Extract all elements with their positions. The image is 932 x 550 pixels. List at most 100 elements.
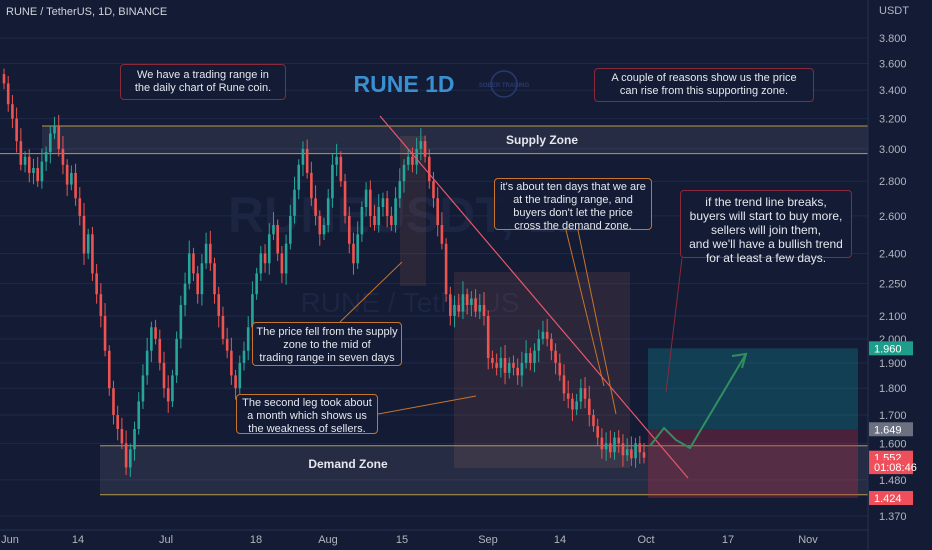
trend-line bbox=[379, 115, 689, 479]
candle-body-82 bbox=[347, 215, 351, 244]
candle-body-89 bbox=[377, 207, 381, 226]
candle-body-125 bbox=[529, 353, 532, 363]
price-label-1: 1.649 bbox=[874, 424, 902, 436]
candle-body-86 bbox=[364, 189, 368, 208]
pointer-fell bbox=[339, 261, 403, 323]
candle-body-93 bbox=[394, 198, 397, 226]
projection-arrowhead bbox=[731, 352, 748, 369]
price-label-box-4 bbox=[869, 491, 913, 506]
x-tick-label-1: 14 bbox=[72, 534, 84, 546]
candle-body-91 bbox=[385, 198, 389, 216]
x-tick-label-9: 17 bbox=[722, 534, 734, 546]
candle-body-123 bbox=[520, 362, 524, 376]
candle-body-52 bbox=[221, 316, 225, 339]
candle-body-131 bbox=[554, 350, 557, 363]
candle-body-117 bbox=[495, 362, 498, 368]
candle-body-41 bbox=[175, 338, 178, 376]
candle-body-71 bbox=[301, 148, 305, 165]
candle-body-15 bbox=[65, 164, 69, 185]
candle-body-95 bbox=[402, 164, 406, 182]
candle-body-30 bbox=[129, 449, 132, 468]
candle-body-20 bbox=[86, 234, 90, 254]
candle-body-3 bbox=[15, 118, 18, 142]
x-tick-label-10: Nov bbox=[798, 534, 818, 546]
price-label-box-0 bbox=[869, 341, 913, 356]
candle-body-22 bbox=[95, 273, 98, 295]
candle-body-87 bbox=[369, 189, 372, 216]
candle-body-79 bbox=[335, 156, 338, 165]
candle-body-6 bbox=[27, 156, 31, 173]
y-tick-label-5: 1.900 bbox=[879, 358, 907, 370]
candle-body-8 bbox=[36, 168, 39, 182]
long-position-stop bbox=[648, 429, 858, 499]
candle-body-53 bbox=[225, 338, 229, 351]
candle-body-24 bbox=[103, 316, 107, 351]
candle-body-66 bbox=[280, 253, 284, 274]
candle-body-84 bbox=[356, 234, 359, 264]
candle-body-96 bbox=[406, 156, 410, 165]
candle-body-45 bbox=[192, 253, 195, 274]
x-tick-label-5: 15 bbox=[396, 534, 408, 546]
candle-body-148 bbox=[625, 449, 629, 456]
candle-body-14 bbox=[61, 148, 65, 165]
candle-body-152 bbox=[642, 452, 646, 458]
candle-body-75 bbox=[318, 215, 322, 235]
candle-body-151 bbox=[638, 443, 642, 453]
sober-trading-logo bbox=[490, 70, 518, 98]
candle-body-127 bbox=[537, 338, 541, 351]
sober-trading-logo-text: SOBER TRADING bbox=[479, 83, 530, 89]
candle-body-100 bbox=[423, 141, 427, 157]
candle-body-150 bbox=[634, 443, 637, 459]
candle-body-57 bbox=[242, 350, 246, 363]
candle-body-97 bbox=[411, 156, 414, 165]
candle-body-101 bbox=[427, 156, 431, 182]
range-highlight bbox=[454, 272, 630, 468]
y-tick-label-16: 3.800 bbox=[879, 33, 907, 45]
candle-body-147 bbox=[621, 443, 625, 456]
annotation-second-leg: The second leg took about a month which … bbox=[236, 394, 378, 435]
candle-body-107 bbox=[453, 304, 456, 317]
candle-body-124 bbox=[524, 353, 528, 363]
candle-body-69 bbox=[293, 189, 296, 216]
candle-body-94 bbox=[398, 181, 402, 199]
candle-body-0 bbox=[2, 74, 6, 84]
demand-zone-label: Demand Zone bbox=[308, 457, 388, 471]
y-tick-label-8: 2.250 bbox=[879, 279, 907, 291]
price-label-box-3 bbox=[869, 460, 913, 475]
x-tick-label-4: Aug bbox=[318, 534, 338, 546]
supply-zone-label: Supply Zone bbox=[506, 133, 578, 147]
candle-body-59 bbox=[251, 294, 254, 328]
y-tick-label-9: 2.400 bbox=[879, 248, 907, 260]
candle-body-5 bbox=[23, 156, 27, 165]
y-tick-label-4: 1.800 bbox=[879, 383, 907, 395]
candle-body-90 bbox=[381, 198, 385, 208]
candle-body-64 bbox=[272, 225, 275, 235]
annotation-breakout: if the trend line breaks, buyers will st… bbox=[680, 190, 852, 265]
candle-body-40 bbox=[171, 375, 174, 402]
candle-body-27 bbox=[116, 415, 119, 429]
candle-body-23 bbox=[99, 294, 103, 317]
price-label-box-1 bbox=[869, 422, 913, 437]
price-label-4: 1.424 bbox=[874, 493, 902, 505]
candle-body-28 bbox=[120, 428, 124, 444]
candle-body-129 bbox=[545, 331, 549, 339]
x-tick-label-8: Oct bbox=[637, 534, 654, 546]
candle-body-38 bbox=[162, 362, 166, 389]
candle-body-88 bbox=[373, 215, 376, 226]
candle-body-33 bbox=[141, 375, 145, 402]
y-tick-label-3: 1.700 bbox=[879, 410, 907, 422]
candle-body-102 bbox=[432, 181, 435, 199]
candle-body-50 bbox=[213, 263, 216, 295]
candle-body-16 bbox=[70, 172, 73, 185]
candle-body-12 bbox=[53, 126, 56, 134]
candle-body-98 bbox=[415, 148, 418, 165]
supply-zone bbox=[42, 126, 868, 154]
y-tick-label-2: 1.600 bbox=[879, 438, 907, 450]
candle-body-105 bbox=[444, 243, 448, 295]
candle-body-76 bbox=[322, 225, 326, 235]
price-axis-unit: USDT bbox=[879, 5, 909, 17]
candle-body-56 bbox=[238, 362, 242, 389]
candle-body-54 bbox=[230, 350, 233, 376]
projection-path bbox=[649, 353, 747, 450]
candle-body-121 bbox=[512, 362, 515, 368]
